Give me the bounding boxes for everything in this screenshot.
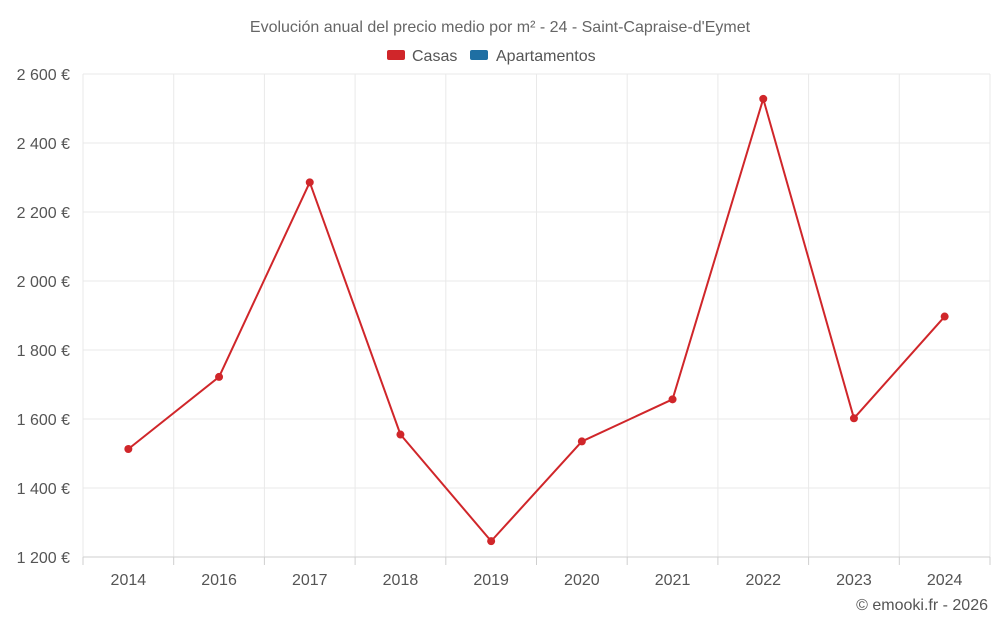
- x-tick-label: 2023: [836, 572, 872, 589]
- legend[interactable]: Casas Apartamentos: [387, 48, 596, 65]
- grid: [82, 73, 991, 558]
- x-tick-label: 2018: [383, 572, 419, 589]
- data-point-casas[interactable]: [487, 537, 496, 546]
- data-point-casas[interactable]: [305, 178, 314, 187]
- series-casas: [124, 94, 949, 546]
- x-tick-label: 2014: [111, 572, 147, 589]
- legend-swatch-casas: [387, 50, 405, 60]
- y-tick-label: 1 200 €: [17, 550, 70, 567]
- y-axis-ticks: 1 200 € 1 400 € 1 600 € 1 800 € 2 000 € 2 200…: [17, 67, 70, 567]
- legend-label-casas[interactable]: Casas: [412, 48, 457, 65]
- y-tick-label: 1 800 €: [17, 343, 70, 360]
- x-axis-ticks: 2014 2016 2017 2018 2019 2020 2021 2022 2023 2024: [82, 557, 991, 589]
- x-tick-label: 2024: [927, 572, 963, 589]
- credit-text: © emooki.fr - 2026: [856, 597, 988, 614]
- data-point-casas[interactable]: [577, 437, 586, 446]
- data-point-casas[interactable]: [940, 312, 949, 321]
- x-tick-label: 2021: [655, 572, 691, 589]
- x-tick-label: 2019: [473, 572, 509, 589]
- x-tick-label: 2020: [564, 572, 600, 589]
- data-point-casas[interactable]: [849, 414, 858, 423]
- x-tick-label: 2017: [292, 572, 328, 589]
- x-tick-label: 2016: [201, 572, 237, 589]
- data-point-casas[interactable]: [759, 94, 768, 103]
- series-line-casas: [127, 97, 946, 543]
- y-tick-label: 2 200 €: [17, 205, 70, 222]
- data-point-casas[interactable]: [668, 395, 677, 404]
- y-tick-label: 2 600 €: [17, 67, 70, 84]
- x-tick-label: 2022: [745, 572, 781, 589]
- y-tick-label: 2 000 €: [17, 274, 70, 291]
- legend-swatch-apartamentos: [470, 50, 488, 60]
- legend-label-apartamentos[interactable]: Apartamentos: [496, 48, 596, 65]
- y-tick-label: 1 600 €: [17, 412, 70, 429]
- data-point-casas[interactable]: [215, 372, 224, 381]
- data-point-casas[interactable]: [396, 430, 405, 439]
- y-tick-label: 2 400 €: [17, 136, 70, 153]
- y-tick-label: 1 400 €: [17, 481, 70, 498]
- data-point-casas[interactable]: [124, 445, 133, 454]
- chart-title: Evolución anual del precio medio por m² …: [250, 19, 751, 36]
- legend-item-casas[interactable]: Casas: [387, 48, 457, 65]
- legend-item-apartamentos[interactable]: Apartamentos: [470, 48, 596, 65]
